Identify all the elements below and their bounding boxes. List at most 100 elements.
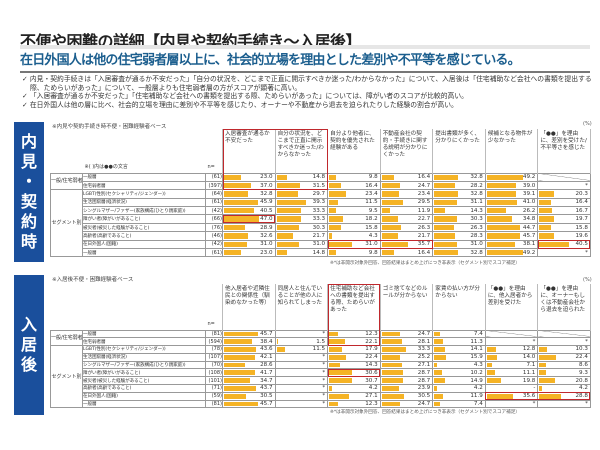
value-bar xyxy=(224,354,255,360)
value-bar xyxy=(381,401,400,407)
paren-note xyxy=(83,284,206,330)
value-number: 37.0 xyxy=(260,182,273,189)
value-number: 16.7 xyxy=(575,207,588,214)
section-label-char: 入 xyxy=(20,315,37,334)
value-number: 28.2 xyxy=(470,182,483,189)
value-number: 12.3 xyxy=(365,401,378,408)
value-number: 29.7 xyxy=(312,190,326,197)
value-bar xyxy=(486,174,524,180)
value-bar xyxy=(224,233,248,239)
section-label-char: 約 xyxy=(20,212,37,231)
value-cell: 14.3 xyxy=(327,360,381,370)
sample-size: (42) xyxy=(205,239,223,250)
value-number: 4.3 xyxy=(368,232,378,239)
value-cell: 28.3 xyxy=(432,231,486,241)
value-number: 16.4 xyxy=(417,249,431,256)
value-cell: 26.3 xyxy=(379,222,434,233)
value-number: - xyxy=(533,385,536,392)
value-cell: 30.7 xyxy=(327,376,381,386)
row-label: 生活困窮層(経済状況) xyxy=(82,352,206,362)
row-label: 障がい者(障がいがあること) xyxy=(82,368,206,378)
value-bar xyxy=(329,250,337,256)
table-row: シングルマザー/ファザー(家族構成(ひとり親家庭)) (42) 40.5 33.3 9.… xyxy=(51,206,591,216)
value-bar xyxy=(381,250,394,256)
value-cell: 7.4 xyxy=(432,329,486,339)
value-number: 28.6 xyxy=(260,362,273,369)
value-number: 42.1 xyxy=(260,354,273,361)
value-cell: 16.4 xyxy=(537,197,591,208)
value-number: 30.5 xyxy=(260,393,273,400)
value-cell: 9.3 xyxy=(537,368,591,378)
group-label: セグメント別 xyxy=(50,345,83,409)
value-cell: 39.3 xyxy=(274,197,329,208)
value-bar xyxy=(434,339,443,345)
value-bar xyxy=(224,347,257,352)
value-bar xyxy=(434,216,457,222)
row-label: LGBT(性別(セクシャリティ/ジェンダー)) xyxy=(82,189,206,199)
table-row: 生活困窮層(経済状況) (107) 42.1 * 22.4 25.2 15.9 14.0 22.… xyxy=(51,352,591,362)
value-cell: 31.0 xyxy=(327,239,381,250)
value-number: 22.4 xyxy=(365,354,378,361)
value-cell: 25.2 xyxy=(379,352,434,362)
table-row: 住宅弱者層 (594) 38.4 1.5 22.1 28.1 11.3 * * xyxy=(51,337,591,347)
sample-size: (107) xyxy=(205,352,223,362)
sample-size: (78) xyxy=(205,345,223,354)
unit-label: (%) xyxy=(583,277,592,283)
column-header: 不動産会社の契約・手続きに関する説明が分かりにくかった xyxy=(379,129,434,173)
value-cell: * xyxy=(484,337,539,347)
value-bar xyxy=(276,339,278,345)
value-number: 27.1 xyxy=(365,393,378,400)
value-number: * xyxy=(322,369,326,376)
value-bar xyxy=(434,182,456,189)
value-bar xyxy=(486,347,497,352)
value-bar xyxy=(486,393,514,399)
value-number: * xyxy=(322,393,326,400)
value-bar xyxy=(381,233,398,239)
row-label: 被災者(被災した経験があること) xyxy=(82,376,206,386)
value-number: 32.8 xyxy=(470,174,483,181)
row-label: 生活困窮層(経済状況) xyxy=(82,197,206,208)
value-bar xyxy=(276,250,288,256)
column-header: 自分より他者に、契約を優先された経験がある xyxy=(327,129,381,173)
value-cell: 49.2 xyxy=(484,247,539,258)
row-label: 一般層 xyxy=(82,329,206,339)
value-number: 43.6 xyxy=(260,346,273,353)
header-row: n= 他入居者や近隣住民との関係性（馴染めなかった等） 同居人と住んでいることが他の… xyxy=(51,284,591,330)
base-note: ※内見や契約手続き時不便・困難経験者ベース xyxy=(52,124,167,130)
value-number: 15.8 xyxy=(575,224,588,231)
value-cell: 19.7 xyxy=(537,214,591,224)
value-cell: 26.3 xyxy=(432,222,486,233)
value-number: 40.5 xyxy=(260,207,273,214)
value-bar xyxy=(486,191,516,197)
value-cell: 32.8 xyxy=(432,247,486,258)
value-number: 11.9 xyxy=(417,207,431,214)
value-bar xyxy=(381,224,402,231)
value-bar xyxy=(381,199,404,206)
value-cell: 29.5 xyxy=(379,197,434,208)
value-cell: 30.5 xyxy=(222,391,276,401)
value-number: 14.8 xyxy=(312,174,326,181)
value-bar xyxy=(276,174,288,180)
value-number: 39.1 xyxy=(522,190,536,197)
value-bar xyxy=(539,208,552,214)
value-number: 34.7 xyxy=(260,377,273,384)
value-number: 7.4 xyxy=(473,330,483,337)
value-cell: * xyxy=(274,391,329,401)
value-cell: 11.1 xyxy=(484,368,539,378)
value-number: 15.8 xyxy=(365,224,378,231)
value-number: 30.3 xyxy=(312,224,326,231)
value-number: 45.7 xyxy=(522,232,536,239)
value-cell: 32.6 xyxy=(222,231,276,241)
value-bar xyxy=(434,331,440,337)
value-bar xyxy=(381,191,399,197)
value-cell: 30.3 xyxy=(274,222,329,233)
value-cell: 4.2 xyxy=(327,384,381,393)
value-number: 11.1 xyxy=(522,369,536,376)
value-number: 28.7 xyxy=(417,377,431,384)
value-cell: * xyxy=(274,329,329,339)
value-bar xyxy=(329,241,352,248)
value-number: * xyxy=(322,330,326,337)
value-bar xyxy=(329,182,342,189)
value-bar xyxy=(486,250,524,256)
sample-size: (66) xyxy=(205,214,223,224)
